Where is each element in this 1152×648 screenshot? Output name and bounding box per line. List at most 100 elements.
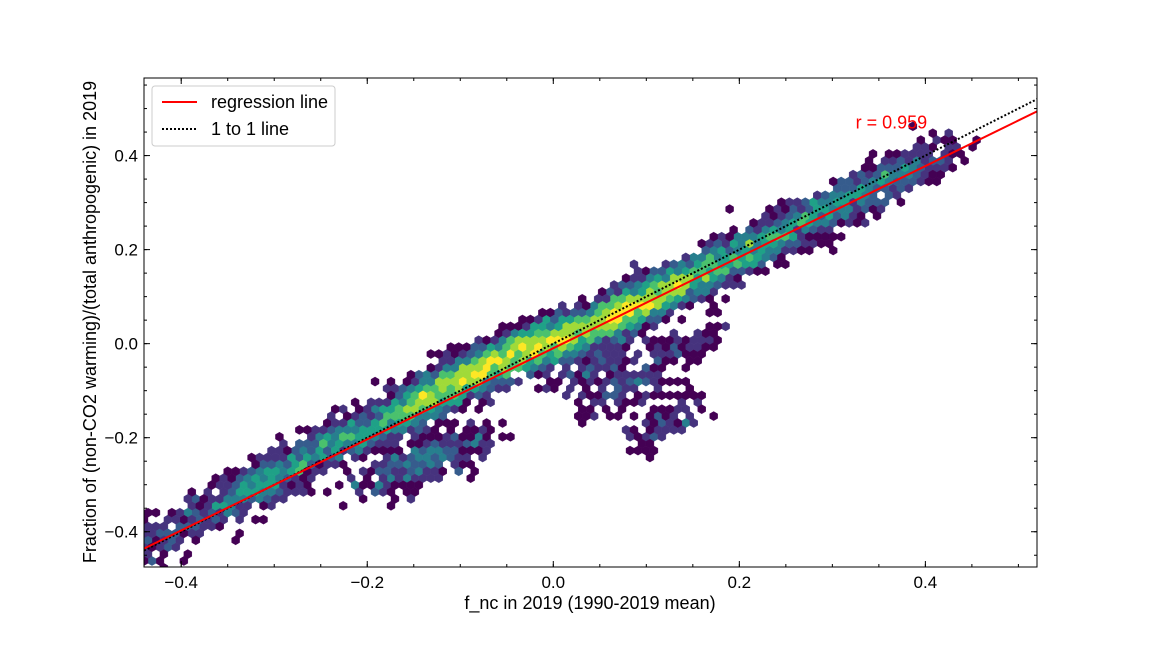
hexbin-cell: [450, 418, 459, 428]
hexbin-cell: [749, 218, 758, 228]
hexbin-cell: [438, 466, 447, 477]
hexbin-cell: [442, 445, 451, 456]
hexbin-cell: [649, 404, 659, 415]
hexbin-cell: [872, 211, 882, 221]
hexbin-cell: [904, 183, 914, 194]
hexbin-cell: [144, 514, 149, 525]
hexbin-cell: [518, 314, 527, 325]
hexbin-cell: [239, 466, 248, 477]
hexbin-cell: [498, 349, 507, 359]
hexbin-cell: [597, 383, 607, 394]
hexbin-cell: [331, 418, 340, 428]
hexbin-cell: [370, 459, 380, 470]
legend-label-regression: regression line: [211, 92, 328, 112]
x-tick-label: −0.2: [350, 573, 384, 592]
hexbin-cell: [896, 197, 906, 208]
hexbin-cell: [426, 349, 436, 359]
hexbin-cell: [673, 418, 682, 428]
hexbin-cell: [574, 300, 583, 311]
hexbin-cell: [414, 369, 424, 380]
hexbin-cell: [661, 356, 671, 366]
y-tick-label: −0.4: [104, 523, 138, 542]
hexbin-cell: [721, 293, 730, 304]
hexbin-cell: [354, 404, 364, 415]
hexbin-cell: [637, 273, 647, 283]
legend-box: [151, 85, 336, 147]
hexbin-cell: [685, 300, 694, 311]
hexbin-cell: [585, 390, 595, 401]
hexbin-cell: [793, 197, 802, 208]
hexbin-cell: [761, 252, 770, 263]
hexbin-cell: [458, 404, 467, 415]
hexbin-cell: [908, 121, 918, 132]
hexbin-cell: [466, 431, 475, 442]
hexbin-cell: [183, 549, 192, 559]
hexbin-cell: [183, 494, 192, 504]
hexbin-cell: [641, 445, 651, 456]
hexbin-cell: [578, 376, 587, 387]
hexbin-cell: [653, 314, 663, 325]
hexbin-cell: [689, 418, 698, 428]
hexbin-cell: [689, 390, 698, 401]
hexbin-cell: [856, 183, 866, 194]
hexbin-cell: [366, 397, 376, 408]
hexbin-cell: [661, 314, 671, 325]
hexbin-cell: [701, 245, 710, 256]
hexbin-cell: [621, 397, 631, 408]
hexbin-cell: [629, 411, 639, 421]
hexbin-cell: [498, 321, 507, 332]
hexbin-cell: [884, 149, 894, 159]
hexbin-cell: [331, 431, 340, 442]
hexbin-cell: [633, 307, 643, 318]
hexbin-cell: [534, 369, 543, 380]
hexbin-cell: [478, 369, 487, 380]
hexbin-cell: [657, 390, 667, 401]
hexbin-cell: [717, 273, 726, 283]
hexbin-cell: [323, 487, 332, 497]
hexbin-cell: [474, 404, 483, 415]
hexbin-cell: [693, 328, 702, 339]
hexbin-cell: [948, 162, 957, 173]
hexbin-cell: [426, 445, 436, 456]
hexbin-cell: [665, 376, 675, 387]
hexbin-cell: [394, 404, 404, 415]
hexbin-cell: [159, 549, 169, 559]
x-tick-label: −0.4: [164, 573, 198, 592]
hexbin-cell: [860, 162, 870, 173]
hexbin-cell: [681, 376, 690, 387]
hexbin-cell: [761, 266, 770, 277]
hexbin-cell: [621, 383, 631, 394]
hexbin-cell: [633, 390, 643, 401]
hexbin-cell: [342, 411, 352, 421]
hexbin-cell: [259, 514, 268, 525]
hexbin-cell: [633, 431, 643, 442]
hexbin-cell: [677, 314, 686, 325]
hexbin-cell: [709, 411, 718, 421]
hexbin-cell: [394, 473, 404, 484]
hexbin-cell: [287, 480, 296, 490]
hexbin-cell: [777, 197, 786, 208]
hexbin-cell: [621, 356, 631, 366]
hexbin-cell: [215, 521, 224, 532]
hexbin-cell: [243, 500, 252, 511]
hexbin-cell: [582, 411, 591, 421]
hexbin-cell: [454, 342, 463, 352]
hexbin-cell: [753, 252, 762, 263]
hexbin-cell: [386, 390, 396, 401]
hexbin-cell: [836, 218, 846, 228]
hexbin-cell: [669, 259, 679, 270]
lines-layer: [144, 98, 1037, 552]
hexbin-cell: [813, 231, 822, 242]
hexbin-cell: [319, 438, 328, 449]
hexbin-cell: [275, 431, 284, 442]
y-axis-title: Fraction of (non-CO2 warming)/(total ant…: [80, 81, 100, 563]
hexbin-cell: [566, 383, 575, 394]
hexbin-cell: [657, 266, 667, 277]
hexbin-cell: [570, 321, 579, 332]
hexbin-cell: [928, 169, 937, 180]
x-axis-title: f_nc in 2019 (1990-2019 mean): [464, 593, 715, 614]
hexbin-cell: [219, 487, 228, 497]
hexbin-cell: [621, 369, 631, 380]
x-tick-label: 0.4: [914, 573, 938, 592]
hexbin-cell: [144, 556, 149, 566]
